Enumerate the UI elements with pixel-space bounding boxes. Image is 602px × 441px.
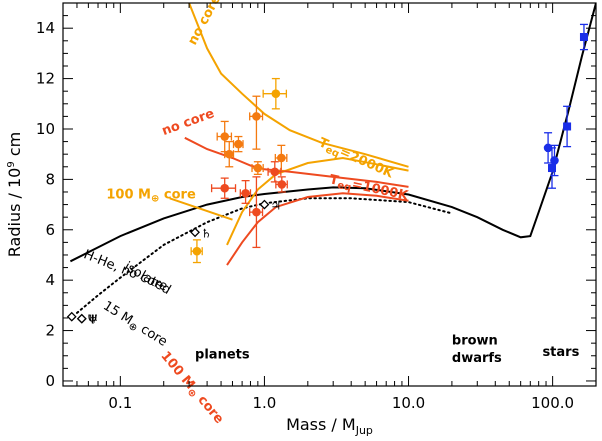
axes: 0.1 1.0 10.0 100.0 0 2 4 6 8 10 12 14 [36, 2, 597, 412]
planet-point [262, 77, 288, 110]
model-curves [69, 3, 596, 314]
planet-point [274, 144, 288, 172]
solar-planet-symbol: Ψ [88, 313, 97, 327]
star-point [563, 105, 572, 148]
region-label: dwarfs [452, 351, 502, 366]
data-points [190, 23, 588, 264]
solar-planet-diamond [259, 199, 270, 210]
planet-point [210, 177, 237, 199]
solar-planet-diamond [66, 311, 77, 322]
planet-marker [252, 112, 261, 121]
solar-planet-symbol: ♅ [88, 313, 99, 327]
solar-planet-diamond [76, 313, 87, 324]
planet-marker [271, 89, 281, 99]
star-point [579, 23, 588, 51]
solar-planet-symbol: ♃ [270, 199, 281, 213]
y-tick-label: 4 [45, 271, 55, 289]
x-tick-label: 1.0 [253, 394, 277, 412]
planet-marker [192, 246, 202, 256]
planet-marker [277, 180, 287, 189]
curve-isolated-15-core [76, 197, 453, 314]
planet-point [232, 135, 244, 153]
planet-marker [277, 153, 286, 163]
x-axis-title: Mass / MJup [286, 415, 373, 437]
planet-point [249, 176, 264, 249]
y-tick-label: 12 [36, 70, 55, 88]
curve-100-core-label-line [169, 197, 233, 221]
curve-no-core-1000K [184, 136, 409, 188]
planet-point [190, 239, 203, 264]
axes-frame [62, 2, 597, 387]
planet-marker [252, 207, 261, 217]
planet-marker [253, 163, 263, 173]
y-tick-label: 10 [36, 120, 55, 138]
y-tick-label: 8 [45, 170, 55, 188]
y-axis-title: Radius / 109 cm [5, 132, 24, 257]
star-marker [563, 122, 572, 131]
star-marker [579, 33, 588, 42]
region-label: planets [195, 347, 250, 362]
curve-no-core-2000K [188, 3, 409, 168]
planet-marker [220, 132, 230, 141]
planet-point [267, 161, 282, 183]
solar-planet-symbol: ♄ [201, 226, 212, 240]
y-tick-label: 2 [45, 322, 55, 340]
planet-marker [270, 167, 280, 177]
planet-point [251, 161, 264, 175]
planet-point [224, 140, 235, 168]
curve-label: 100 M⊕ core [106, 187, 196, 204]
planet-marker [220, 183, 230, 193]
curve-label: 15 M⊕ core [99, 299, 170, 352]
curve-100-core-1000K [226, 192, 409, 266]
region-label: brown [452, 333, 498, 348]
planet-point [249, 95, 264, 150]
region-label: stars [542, 345, 579, 360]
star-marker [547, 164, 556, 173]
y-tick-label: 0 [45, 372, 55, 390]
curve-label: no core [160, 106, 217, 139]
y-tick-label: 6 [45, 221, 55, 239]
curve-100-core-2000K [226, 156, 409, 246]
curve-hhe-no-core [69, 3, 596, 263]
planet-point [275, 176, 288, 193]
x-tick-label: 0.1 [108, 394, 132, 412]
x-tick-label: 100.0 [531, 394, 574, 412]
planet-marker [224, 149, 234, 159]
planet-point [216, 120, 233, 153]
planet-marker [241, 188, 250, 198]
planet-point [239, 179, 252, 204]
star-point [547, 147, 556, 189]
y-tick-label: 14 [36, 19, 55, 37]
planet-marker [234, 139, 243, 149]
x-tick-label: 10.0 [392, 394, 425, 412]
solar-planet-diamond [190, 227, 200, 238]
